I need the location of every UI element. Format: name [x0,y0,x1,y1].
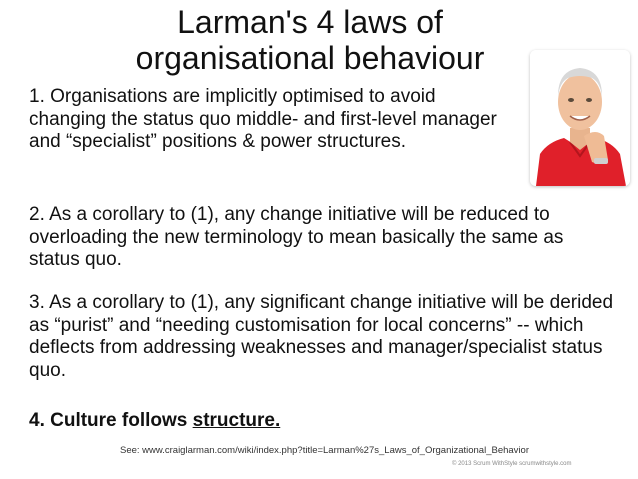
copyright-text: © 2013 Scrum WithStyle scrumwithstyle.co… [452,461,572,467]
portrait-photo [530,50,630,186]
law-3: 3. As a corollary to (1), any significan… [29,292,614,381]
page-title: Larman's 4 laws of organisational behavi… [90,4,530,76]
law-1: 1. Organisations are implicitly optimise… [29,86,497,152]
law-2: 2. As a corollary to (1), any change ini… [29,204,564,270]
law-4: 4. Culture follows structure. [29,410,619,433]
title-line-2: organisational behaviour [135,40,485,76]
portrait-photo-icon [530,50,630,186]
law-4-emphasis: structure. [192,410,281,431]
title-line-1: Larman's 4 laws of [177,4,443,40]
reference-link[interactable]: See: www.craiglarman.com/wiki/index.php?… [120,445,529,456]
law-4-prefix: 4. Culture follows [29,410,193,431]
